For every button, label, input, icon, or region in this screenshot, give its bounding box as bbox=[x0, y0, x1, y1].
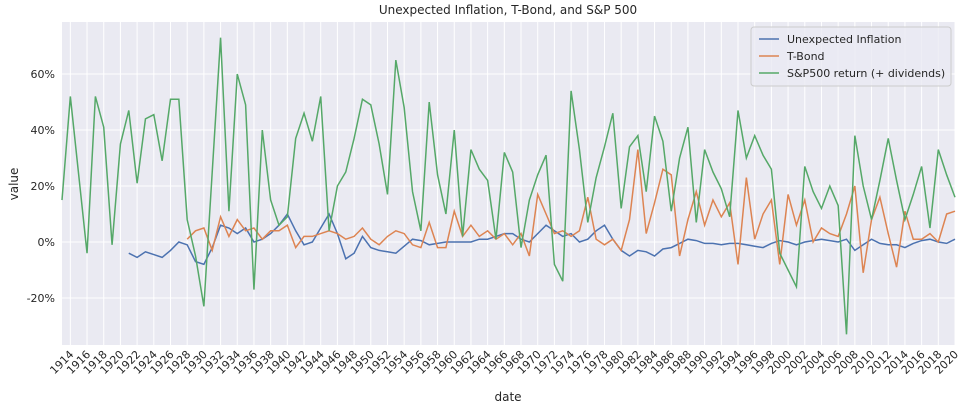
chart-title: Unexpected Inflation, T-Bond, and S&P 50… bbox=[379, 3, 637, 17]
y-tick-label: 0% bbox=[38, 236, 55, 249]
series-line bbox=[61, 37, 956, 335]
legend-label: Unexpected Inflation bbox=[787, 33, 901, 46]
x-axis-label: date bbox=[494, 390, 521, 404]
y-axis-label: value bbox=[7, 168, 21, 201]
series-line bbox=[128, 212, 956, 266]
y-tick-label: 40% bbox=[31, 124, 55, 137]
y-tick-label: 20% bbox=[31, 180, 55, 193]
legend-label: S&P500 return (+ dividends) bbox=[787, 67, 945, 80]
series-line bbox=[186, 149, 956, 273]
legend-label: T-Bond bbox=[786, 50, 825, 63]
y-tick-label: -20% bbox=[27, 292, 55, 305]
legend-box bbox=[750, 26, 952, 87]
y-tick-label: 60% bbox=[31, 68, 55, 81]
